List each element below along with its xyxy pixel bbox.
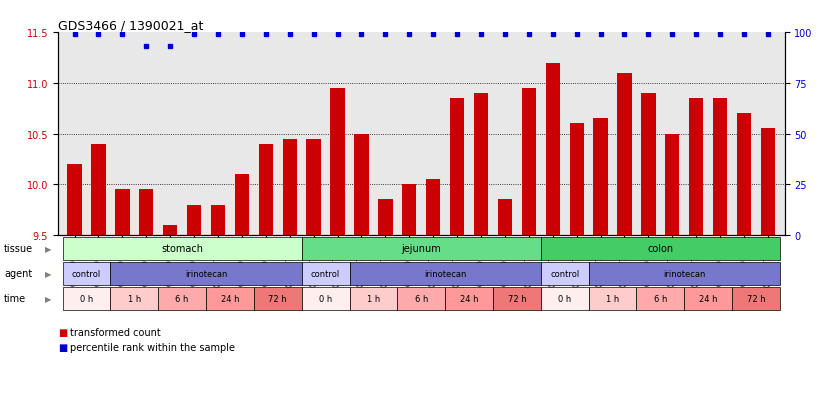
Bar	[354, 134, 368, 235]
Text: 0 h: 0 h	[80, 294, 93, 303]
Text: control: control	[72, 269, 101, 278]
Text: 0 h: 0 h	[319, 294, 332, 303]
Text: ▶: ▶	[45, 294, 51, 303]
Bar	[593, 119, 608, 235]
Bar	[546, 64, 560, 235]
Text: irinotecan: irinotecan	[185, 269, 227, 278]
Text: agent: agent	[4, 268, 32, 279]
Bar	[211, 205, 225, 235]
Bar	[378, 200, 392, 235]
Text: 1 h: 1 h	[367, 294, 380, 303]
Bar	[569, 124, 584, 235]
Bar	[761, 129, 775, 235]
Bar	[139, 190, 154, 235]
Text: 0 h: 0 h	[558, 294, 572, 303]
Bar	[92, 144, 106, 235]
Bar	[306, 139, 320, 235]
Text: 1 h: 1 h	[606, 294, 620, 303]
Bar	[737, 114, 751, 235]
Text: 24 h: 24 h	[460, 294, 478, 303]
Text: control: control	[550, 269, 579, 278]
Bar	[115, 190, 130, 235]
Bar	[665, 134, 680, 235]
Text: 72 h: 72 h	[747, 294, 766, 303]
Bar	[259, 144, 273, 235]
Bar	[498, 200, 512, 235]
Bar	[617, 74, 632, 235]
Bar	[187, 205, 202, 235]
Text: irinotecan: irinotecan	[424, 269, 467, 278]
Bar	[68, 165, 82, 235]
Bar	[235, 175, 249, 235]
Text: 24 h: 24 h	[699, 294, 718, 303]
Text: ▶: ▶	[45, 269, 51, 278]
Text: transformed count: transformed count	[70, 328, 161, 337]
Text: 72 h: 72 h	[508, 294, 526, 303]
Text: colon: colon	[648, 244, 673, 254]
Bar	[330, 89, 344, 235]
Bar	[402, 185, 416, 235]
Text: jejunum: jejunum	[401, 244, 441, 254]
Text: 6 h: 6 h	[415, 294, 428, 303]
Text: tissue: tissue	[4, 244, 33, 254]
Text: 24 h: 24 h	[221, 294, 240, 303]
Text: 6 h: 6 h	[175, 294, 189, 303]
Text: ▶: ▶	[45, 244, 51, 253]
Text: stomach: stomach	[161, 244, 203, 254]
Text: control: control	[311, 269, 340, 278]
Text: 6 h: 6 h	[653, 294, 667, 303]
Text: GDS3466 / 1390021_at: GDS3466 / 1390021_at	[58, 19, 203, 32]
Bar	[713, 99, 728, 235]
Text: ■: ■	[58, 342, 67, 352]
Bar	[282, 139, 297, 235]
Bar	[689, 99, 704, 235]
Text: 1 h: 1 h	[128, 294, 141, 303]
Bar	[450, 99, 464, 235]
Bar	[163, 225, 178, 235]
Bar	[426, 180, 440, 235]
Bar	[474, 94, 488, 235]
Text: 72 h: 72 h	[268, 294, 287, 303]
Text: ■: ■	[58, 328, 67, 337]
Bar	[641, 94, 656, 235]
Bar	[522, 89, 536, 235]
Text: time: time	[4, 293, 26, 304]
Text: percentile rank within the sample: percentile rank within the sample	[70, 342, 235, 352]
Text: irinotecan: irinotecan	[663, 269, 705, 278]
